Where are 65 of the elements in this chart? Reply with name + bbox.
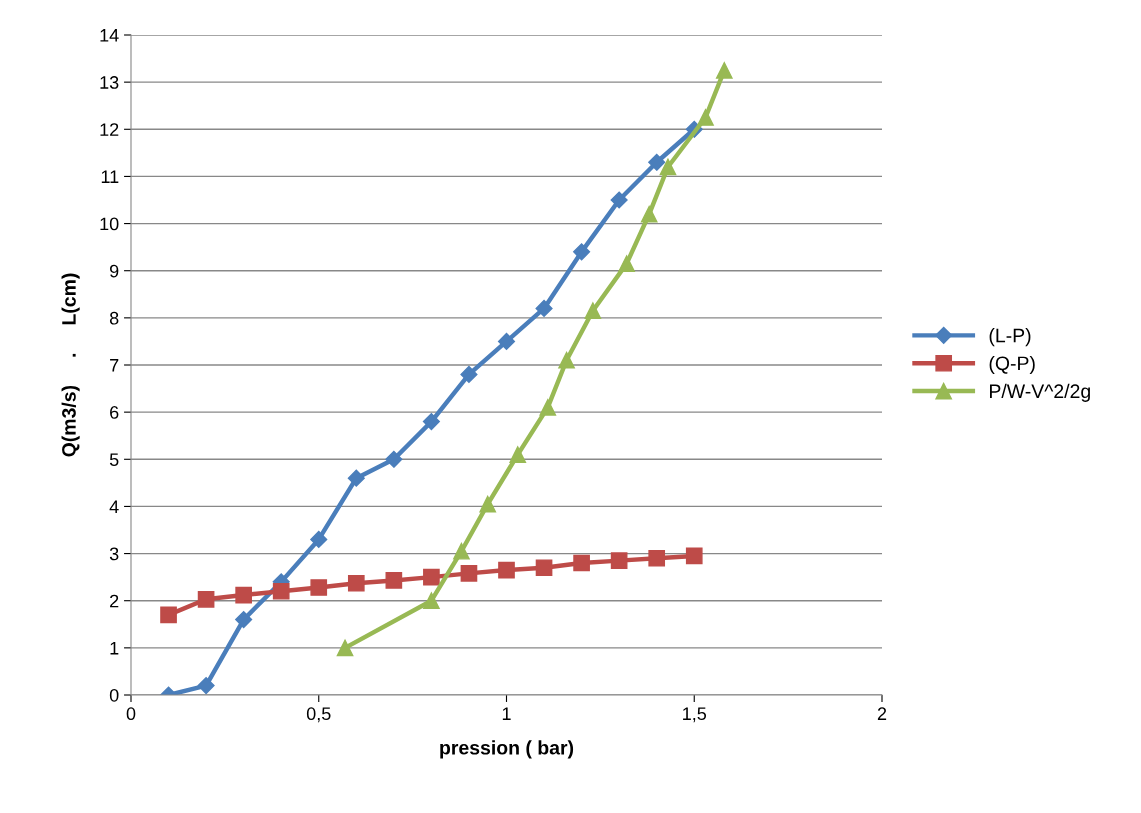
point [423, 568, 440, 586]
point [497, 332, 516, 350]
y-tick-label: 10 [100, 217, 119, 231]
y-tick-label: 7 [110, 359, 119, 372]
point [648, 549, 666, 567]
point [385, 572, 403, 589]
point [509, 446, 527, 463]
point [618, 255, 635, 272]
point [685, 547, 703, 565]
point [610, 552, 628, 569]
y-tick-label: 13 [100, 76, 119, 89]
point [235, 611, 253, 629]
point [584, 302, 602, 320]
point [310, 579, 328, 596]
point [272, 582, 290, 600]
point [535, 559, 553, 577]
point [160, 606, 177, 624]
legend-label: (L-P) [989, 328, 1031, 347]
point [235, 586, 252, 604]
legend-label: (Q-P) [989, 355, 1035, 375]
y-tick-label: 0 [109, 688, 119, 702]
point [347, 469, 365, 487]
x-tick-label: 0,5 [306, 707, 331, 723]
y-tick-label: 8 [109, 311, 119, 325]
y-tick-label: 3 [109, 547, 119, 561]
point [310, 530, 328, 548]
y-tick-label: 2 [110, 594, 119, 608]
point [197, 590, 215, 608]
point [640, 205, 658, 223]
legend-label: P/W-V^2/2g [990, 383, 1090, 402]
point [498, 561, 515, 579]
x-tick-label: 2 [877, 707, 887, 720]
y-tick-label: 12 [100, 123, 119, 136]
point [573, 243, 591, 261]
point [197, 677, 215, 695]
point [347, 574, 365, 592]
point [479, 495, 497, 513]
x-tick-label: 1,5 [683, 707, 707, 723]
point [460, 565, 478, 582]
y-tick-label: 11 [101, 170, 119, 183]
point [539, 399, 557, 416]
x-tick-label: 1 [502, 707, 511, 720]
x-axis-title: pression ( bar) [440, 740, 574, 759]
y-tick-label: 5 [109, 453, 119, 467]
y-tick-label: 4 [109, 500, 119, 513]
y-tick-label: 14 [100, 29, 119, 42]
point [535, 299, 553, 317]
y-tick-label: 9 [110, 264, 119, 278]
point [460, 365, 478, 383]
point [659, 158, 677, 176]
point [715, 62, 733, 79]
y-axis-title: Q(m3/s) . L(cm) [61, 273, 80, 457]
point [453, 542, 470, 560]
y-tick-label: 6 [110, 406, 119, 419]
y-tick-label: 1 [110, 641, 119, 655]
point [422, 413, 440, 431]
point [558, 351, 575, 369]
point [385, 450, 403, 468]
point [573, 554, 590, 572]
point [697, 109, 714, 126]
x-tick-label: 0 [126, 707, 136, 721]
point [610, 191, 628, 209]
point [648, 153, 666, 171]
point [336, 639, 354, 657]
point [423, 592, 440, 610]
